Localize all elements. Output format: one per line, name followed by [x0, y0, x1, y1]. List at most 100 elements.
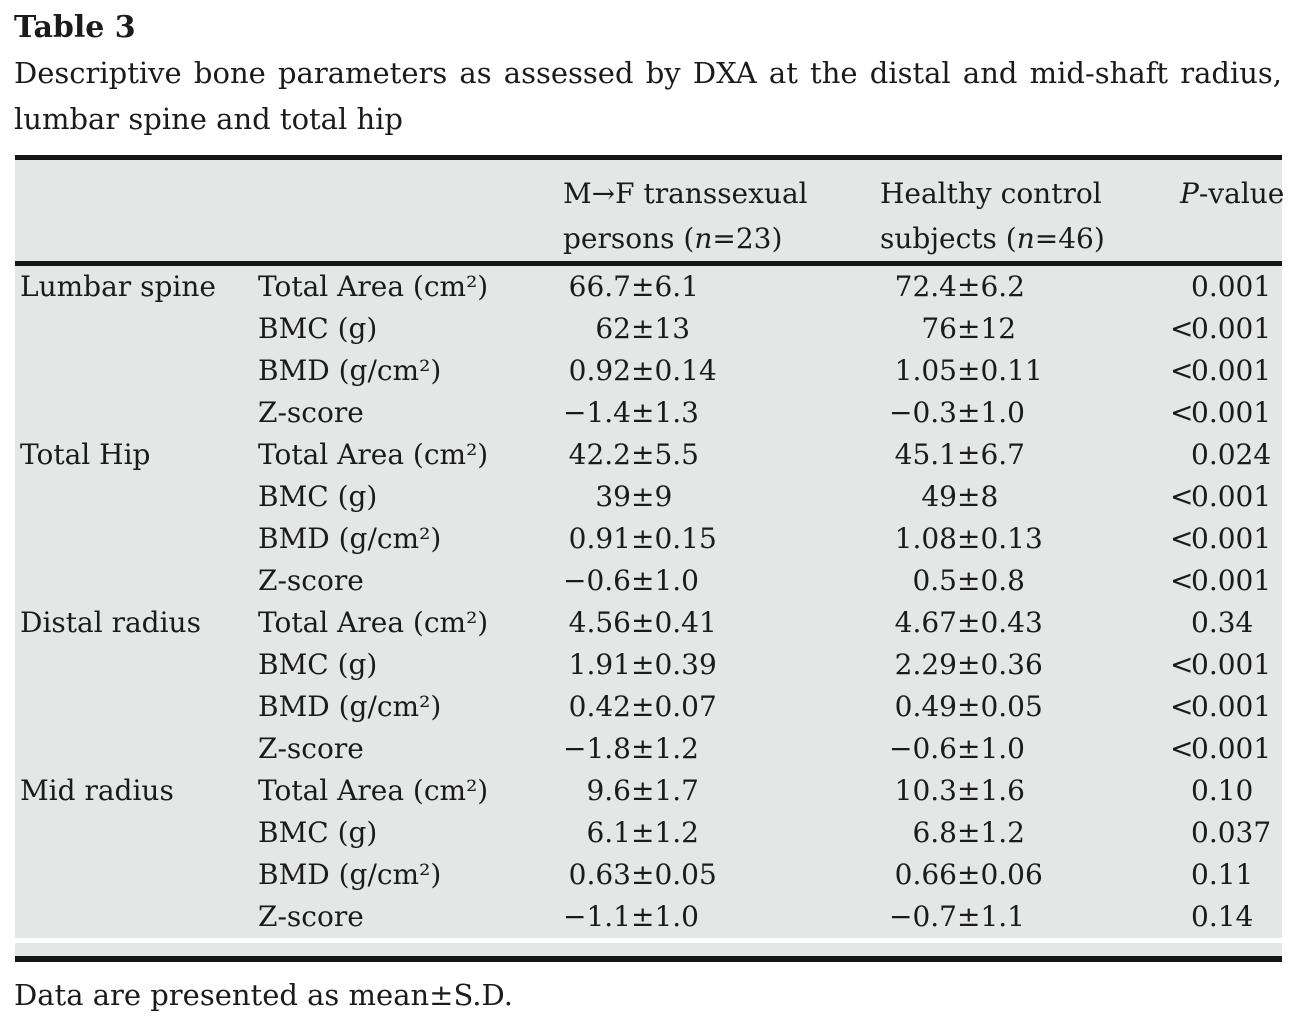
table-bottom-gap: [15, 938, 1282, 943]
p-value-cell: 0.10: [1170, 770, 1282, 812]
plus-minus: ±: [957, 438, 981, 471]
plus-minus: ±: [631, 774, 655, 807]
plus-minus: ±: [631, 858, 655, 891]
table-footnote: Data are presented as mean±S.D.: [14, 978, 513, 1012]
mf-value-cell: 39±9: [563, 476, 880, 518]
sd-value: 0.39: [654, 648, 717, 681]
sd-value: 1.7: [654, 774, 699, 807]
mf-value-cell: −1.4±1.3: [563, 392, 880, 434]
table-row: Total Hip Total Area (cm²) 42.2±5.5 45.1…: [15, 434, 1282, 602]
table-row: BMC (g) 6.1±1.2 6.8±1.2 0.037: [15, 812, 1282, 854]
plus-minus: ±: [957, 564, 981, 597]
sd-value: 1.3: [654, 396, 699, 429]
sd-value: 0.41: [654, 606, 717, 639]
plus-minus: ±: [631, 564, 655, 597]
control-value-cell: 49±8: [880, 476, 1170, 518]
control-value-cell: 0.5±0.8: [880, 560, 1170, 602]
sd-value: 6.1: [654, 270, 699, 303]
plus-minus: ±: [631, 732, 655, 765]
param-label: Z-score: [258, 560, 563, 602]
sd-value: 0.36: [980, 648, 1043, 681]
param-label: Total Area (cm²): [258, 602, 563, 644]
mf-value-cell: −0.6±1.0: [563, 560, 880, 602]
param-label: BMD (g/cm²): [258, 686, 563, 728]
p-relation: <: [1170, 396, 1194, 429]
p-number: 0.001: [1191, 522, 1272, 555]
p-relation: <: [1170, 522, 1194, 555]
table-row: BMD (g/cm²) 0.92±0.14 1.05±0.11 <0.001: [15, 350, 1282, 392]
mf-value-cell: 42.2±5.5: [563, 434, 880, 476]
group-label-total-hip: Total Hip: [15, 434, 258, 602]
table-row: Z-score −0.6±1.0 0.5±0.8 <0.001: [15, 560, 1282, 602]
plus-minus: ±: [957, 774, 981, 807]
sd-value: 9: [654, 480, 673, 513]
sd-value: 13: [654, 312, 691, 345]
plus-minus: ±: [631, 396, 655, 429]
sd-value: 6.7: [980, 438, 1025, 471]
table-caption: Descriptive bone parameters as assessed …: [14, 50, 1282, 142]
p-value-cell: 0.024: [1170, 434, 1282, 476]
mean-value: 1.05: [894, 354, 957, 387]
mf-value-cell: 4.56±0.41: [563, 602, 880, 644]
p-value-cell: <0.001: [1170, 686, 1282, 728]
mean-value: 0.63: [568, 858, 631, 891]
param-label: BMD (g/cm²): [258, 350, 563, 392]
mean-value: 0.92: [568, 354, 631, 387]
control-value-cell: 0.66±0.06: [880, 854, 1170, 896]
table-row: Z-score −1.8±1.2 −0.6±1.0 <0.001: [15, 728, 1282, 770]
plus-minus: ±: [631, 900, 655, 933]
p-number: 0.001: [1191, 354, 1272, 387]
plus-minus: ±: [957, 690, 981, 723]
mean-value: 1.91: [568, 648, 631, 681]
mean-value: 39: [595, 480, 631, 513]
plus-minus: ±: [957, 480, 981, 513]
data-table-wrap: M→F transsexual persons (n=23) Healthy c…: [15, 155, 1284, 962]
mf-value-cell: −1.8±1.2: [563, 728, 880, 770]
param-label: Total Area (cm²): [258, 434, 563, 476]
plus-minus: ±: [631, 690, 655, 723]
mean-value: 76: [921, 312, 957, 345]
mean-value: −0.6: [889, 732, 957, 765]
mf-value-cell: 0.91±0.15: [563, 518, 880, 560]
sd-value: 1.6: [980, 774, 1025, 807]
sd-value: 0.8: [980, 564, 1025, 597]
sd-value: 0.11: [980, 354, 1043, 387]
p-value-cell: <0.001: [1170, 518, 1282, 560]
sd-value: 6.2: [980, 270, 1025, 303]
table-bottom-shading: [15, 943, 1282, 956]
sd-value: 5.5: [654, 438, 699, 471]
sd-value: 1.2: [654, 816, 699, 849]
table-row: BMC (g) 1.91±0.39 2.29±0.36 <0.001: [15, 644, 1282, 686]
header-mf-line2: persons (n=23): [563, 222, 783, 255]
param-label: BMD (g/cm²): [258, 518, 563, 560]
mean-value: 49: [921, 480, 957, 513]
mean-value: 0.42: [568, 690, 631, 723]
control-value-cell: 76±12: [880, 308, 1170, 350]
p-number: 0.34: [1191, 606, 1254, 639]
plus-minus: ±: [957, 270, 981, 303]
param-label: Z-score: [258, 728, 563, 770]
p-relation: <: [1170, 564, 1194, 597]
plus-minus: ±: [957, 522, 981, 555]
control-value-cell: −0.3±1.0: [880, 392, 1170, 434]
sd-value: 0.06: [980, 858, 1043, 891]
p-value-cell: 0.14: [1170, 896, 1282, 938]
sd-value: 1.1: [980, 900, 1025, 933]
plus-minus: ±: [957, 816, 981, 849]
table-row: BMD (g/cm²) 0.91±0.15 1.08±0.13 <0.001: [15, 518, 1282, 560]
sd-value: 0.14: [654, 354, 717, 387]
p-relation: <: [1170, 648, 1194, 681]
plus-minus: ±: [957, 648, 981, 681]
header-cell-control: Healthy control subjects (n=46): [880, 155, 1170, 266]
mf-value-cell: 1.91±0.39: [563, 644, 880, 686]
plus-minus: ±: [631, 354, 655, 387]
table-row: Mid radius Total Area (cm²) 9.6±1.7 10.3…: [15, 770, 1282, 938]
mean-value: 2.29: [894, 648, 957, 681]
mean-value: 66.7: [568, 270, 631, 303]
sd-value: 1.2: [654, 732, 699, 765]
p-value-cell: 0.34: [1170, 602, 1282, 644]
sd-value: 0.13: [980, 522, 1043, 555]
control-value-cell: 1.08±0.13: [880, 518, 1170, 560]
control-value-cell: −0.6±1.0: [880, 728, 1170, 770]
mf-value-cell: 9.6±1.7: [563, 770, 880, 812]
